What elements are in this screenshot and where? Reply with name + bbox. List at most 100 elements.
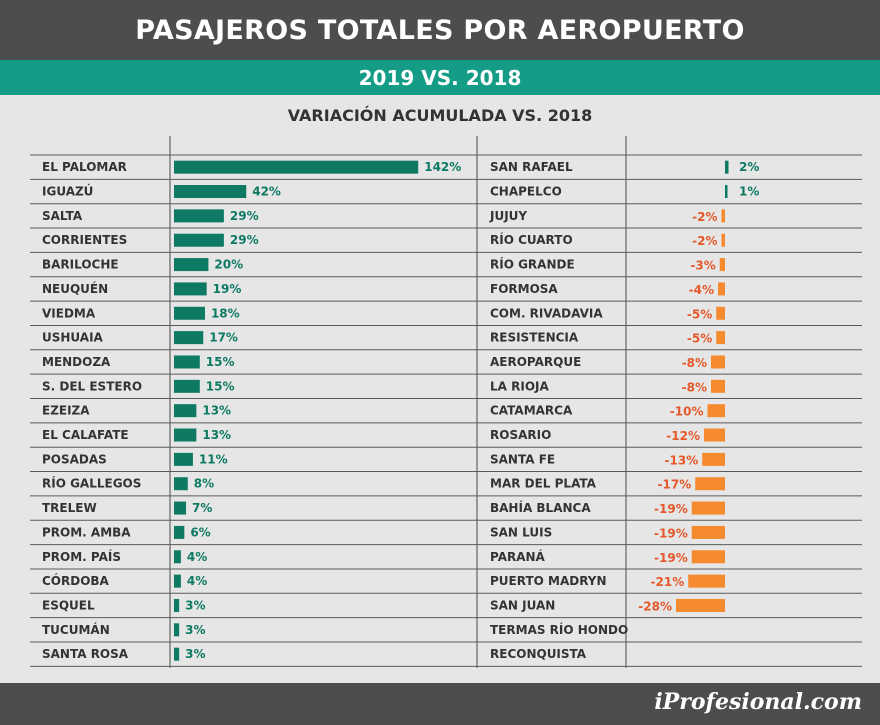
bar xyxy=(725,160,729,174)
bar xyxy=(688,574,725,588)
category-label: SANTA ROSA xyxy=(42,647,129,661)
value-label: 13% xyxy=(202,404,231,418)
bar xyxy=(719,258,725,272)
category-label: BARILOCHE xyxy=(42,258,119,272)
bar xyxy=(707,404,725,418)
value-label: -21% xyxy=(651,575,685,589)
category-label: NEUQUÉN xyxy=(42,281,108,296)
bar xyxy=(704,428,725,442)
bar xyxy=(174,258,209,272)
bar xyxy=(174,452,193,466)
chart-svg: EL PALOMAR 142% IGUAZÚ 42% SALTA 29% CORRIENTE… xyxy=(30,136,862,668)
bar xyxy=(174,233,224,247)
bar xyxy=(174,282,207,296)
category-label: PROM. PAÍS xyxy=(42,549,121,564)
category-label: SAN LUIS xyxy=(490,525,552,539)
value-label: 17% xyxy=(209,331,238,345)
value-label: -5% xyxy=(687,332,712,346)
chart-title: VARIACIÓN ACUMULADA VS. 2018 xyxy=(287,106,593,125)
bar xyxy=(174,598,180,612)
category-label: EZEIZA xyxy=(42,404,90,418)
bar xyxy=(721,209,725,223)
category-label: EL CALAFATE xyxy=(42,428,129,442)
subheader-title: 2019 VS. 2018 xyxy=(0,60,880,95)
bar xyxy=(174,525,185,539)
bar xyxy=(174,306,205,320)
value-label: 3% xyxy=(185,647,205,661)
bar xyxy=(695,477,725,491)
category-label: S. DEL ESTERO xyxy=(42,379,142,393)
bar xyxy=(725,185,728,199)
value-label: 15% xyxy=(206,355,235,369)
bar xyxy=(174,331,204,345)
category-label: AEROPARQUE xyxy=(490,355,581,369)
value-label: 11% xyxy=(199,452,228,466)
value-label: -17% xyxy=(658,478,692,492)
value-label: -2% xyxy=(692,234,717,248)
category-label: IGUAZÚ xyxy=(42,184,93,199)
bar xyxy=(174,501,187,515)
category-label: VIEDMA xyxy=(42,306,96,320)
value-label: 3% xyxy=(185,623,205,637)
value-label: -2% xyxy=(692,210,717,224)
category-label: FORMOSA xyxy=(490,282,558,296)
category-label: MENDOZA xyxy=(42,355,111,369)
bar xyxy=(174,623,180,637)
value-label: 13% xyxy=(202,428,231,442)
bar xyxy=(174,355,200,369)
value-label: 3% xyxy=(185,598,205,612)
value-label: 7% xyxy=(192,501,212,515)
category-label: PARANÁ xyxy=(490,549,546,564)
value-label: 19% xyxy=(213,282,242,296)
category-label: SALTA xyxy=(42,209,83,223)
category-label: TRELEW xyxy=(42,501,97,515)
bar xyxy=(174,550,181,564)
category-label: TUCUMÁN xyxy=(42,622,110,637)
value-label: 18% xyxy=(211,306,240,320)
category-label: MAR DEL PLATA xyxy=(490,477,597,491)
value-label: 1% xyxy=(739,185,759,199)
bar xyxy=(691,525,725,539)
header-title: PASAJEROS TOTALES POR AEROPUERTO xyxy=(0,0,880,60)
category-label: ESQUEL xyxy=(42,598,95,612)
category-label: SANTA FE xyxy=(490,452,555,466)
bar xyxy=(702,452,725,466)
category-label: RÍO GRANDE xyxy=(490,257,575,272)
value-label: -3% xyxy=(690,259,715,273)
bar xyxy=(716,306,725,320)
category-label: RÍO CUARTO xyxy=(490,232,573,247)
value-label: 4% xyxy=(187,550,207,564)
bar xyxy=(174,404,197,418)
category-label: CATAMARCA xyxy=(490,404,573,418)
category-label: EL PALOMAR xyxy=(42,160,127,174)
bar xyxy=(174,477,188,491)
bar xyxy=(174,428,197,442)
value-label: 29% xyxy=(230,233,259,247)
value-label: -19% xyxy=(654,551,688,565)
category-label: CÓRDOBA xyxy=(42,573,110,588)
bar xyxy=(174,209,224,223)
value-label: -12% xyxy=(666,429,700,443)
category-label: LA RIOJA xyxy=(490,379,549,393)
value-label: 20% xyxy=(214,258,243,272)
value-label: -5% xyxy=(687,307,712,321)
value-label: -28% xyxy=(638,599,672,613)
value-label: 29% xyxy=(230,209,259,223)
bar xyxy=(721,233,725,247)
category-label: PROM. AMBA xyxy=(42,525,131,539)
category-label: ROSARIO xyxy=(490,428,551,442)
category-label: RÍO GALLEGOS xyxy=(42,476,141,491)
bar xyxy=(711,379,725,393)
bar xyxy=(711,355,725,369)
bar xyxy=(174,379,200,393)
value-label: -10% xyxy=(670,405,704,419)
value-label: -8% xyxy=(682,380,707,394)
bar xyxy=(691,501,725,515)
category-label: RESISTENCIA xyxy=(490,331,579,345)
brand-logo: iProfesional.com xyxy=(654,689,862,715)
bar xyxy=(174,160,419,174)
value-label: -13% xyxy=(665,453,699,467)
bar xyxy=(174,647,180,661)
category-label: USHUAIA xyxy=(42,331,104,345)
footer: iProfesional.com xyxy=(0,683,880,725)
